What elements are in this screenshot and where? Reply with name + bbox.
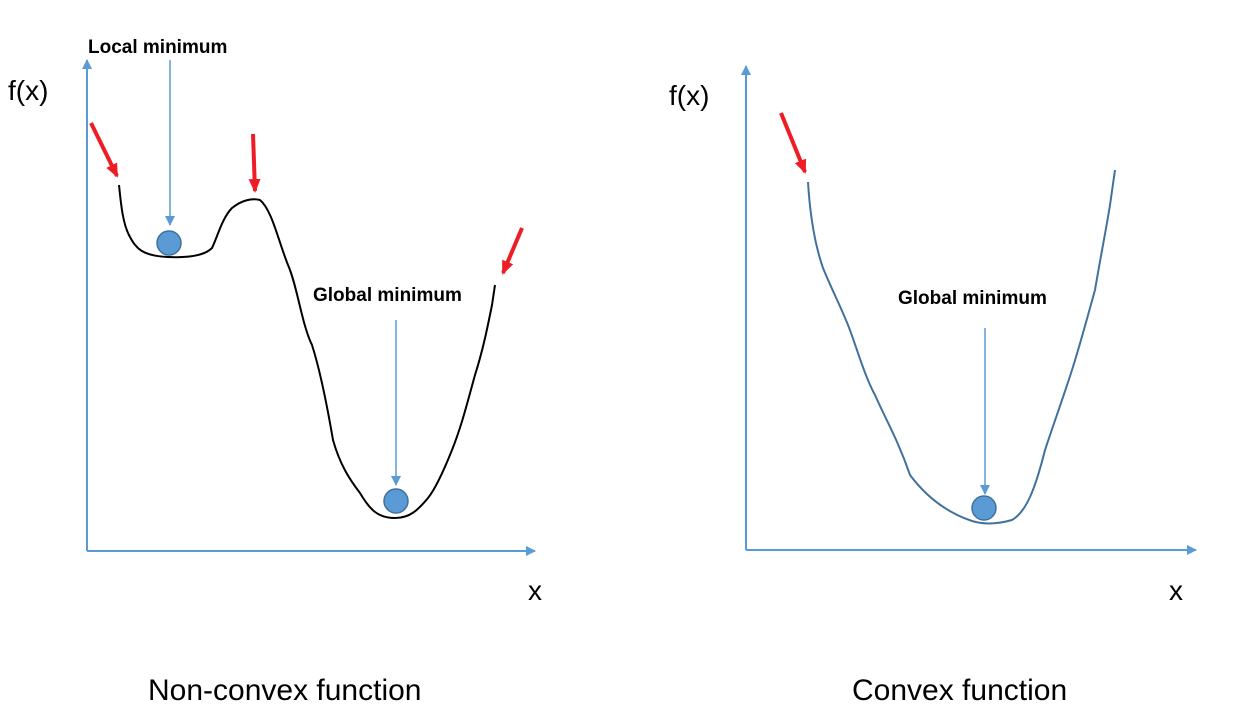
non-convex-panel: f(x) x Local minimum Global minimum Non-… <box>8 37 542 707</box>
local-minimum-marker <box>156 230 182 256</box>
convex-y-axis-label: f(x) <box>669 80 709 111</box>
convex-global-minimum-marker <box>971 495 997 521</box>
descent-arrow-1 <box>89 122 119 178</box>
non-convex-global-minimum-marker <box>383 488 409 514</box>
convex-x-axis-label: x <box>1169 575 1183 606</box>
non-convex-y-axis-label: f(x) <box>8 75 48 106</box>
convex-global-minimum-label: Global minimum <box>898 288 1047 309</box>
local-minimum-label: Local minimum <box>88 37 227 58</box>
non-convex-curve <box>118 184 496 520</box>
descent-arrow-2 <box>248 133 261 193</box>
non-convex-caption: Non-convex function <box>148 674 422 707</box>
convex-panel: f(x) x Global minimum Convex function <box>669 65 1197 707</box>
descent-arrow-3 <box>501 227 524 275</box>
descent-arrow-4 <box>779 112 807 174</box>
non-convex-global-minimum-label: Global minimum <box>313 285 462 306</box>
convex-caption: Convex function <box>852 674 1067 707</box>
convex-curve <box>807 169 1116 525</box>
non-convex-x-axis-label: x <box>528 575 542 606</box>
